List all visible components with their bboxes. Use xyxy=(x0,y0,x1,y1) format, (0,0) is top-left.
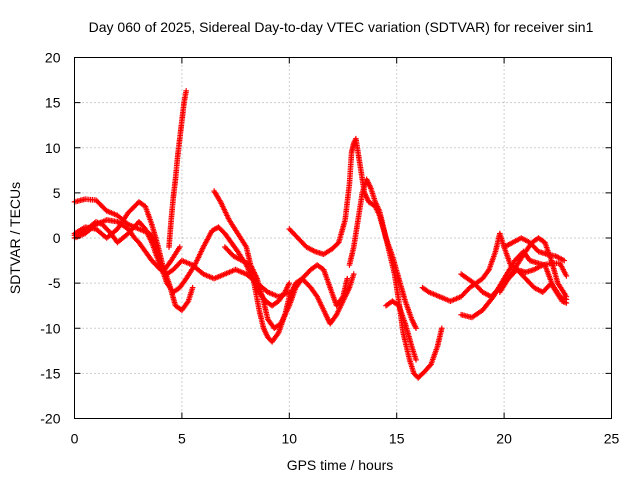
data-point xyxy=(176,244,183,250)
series-track-3 xyxy=(71,199,196,313)
series-track-15 xyxy=(501,235,568,264)
axis-ticks xyxy=(74,57,612,419)
y-tick-label: 5 xyxy=(53,185,61,201)
x-tick-label: 5 xyxy=(178,431,186,447)
x-tick-label: 15 xyxy=(389,431,405,447)
y-axis-label: SDTVAR / TECUs xyxy=(7,182,23,294)
data-point xyxy=(563,300,570,306)
data-point xyxy=(413,357,419,363)
y-tick-label: -5 xyxy=(48,275,61,291)
data-point xyxy=(189,284,196,291)
data-point xyxy=(183,88,189,94)
data-point xyxy=(561,257,568,264)
y-tick-label: -10 xyxy=(40,320,60,336)
data-point xyxy=(439,325,445,332)
data-marks xyxy=(71,88,570,381)
series-spike-5h xyxy=(166,88,189,250)
series-track-9 xyxy=(346,176,445,381)
data-point xyxy=(563,293,570,300)
data-point xyxy=(286,280,293,286)
data-point xyxy=(344,275,351,282)
x-tick-label: 0 xyxy=(71,431,79,447)
data-point xyxy=(413,325,419,332)
series-track-8 xyxy=(286,135,419,332)
data-point xyxy=(427,362,433,369)
y-tick-label: 10 xyxy=(45,140,61,156)
y-tick-label: -15 xyxy=(40,365,60,381)
y-tick-label: -20 xyxy=(40,411,60,427)
x-tick-labels: 0 5 10 15 20 25 xyxy=(71,431,620,447)
data-point xyxy=(350,271,357,277)
data-point xyxy=(563,273,570,279)
x-tick-label: 20 xyxy=(496,431,512,447)
x-axis-label: GPS time / hours xyxy=(287,457,394,473)
grid-lines xyxy=(74,57,612,419)
y-tick-label: 20 xyxy=(45,50,61,66)
y-tick-label: 15 xyxy=(45,95,61,111)
chart-title: Day 060 of 2025, Sidereal Day-to-day VTE… xyxy=(89,19,594,35)
series-track-6 xyxy=(211,188,357,345)
y-tick-label: 0 xyxy=(53,230,61,246)
x-tick-label: 10 xyxy=(282,431,298,447)
series-track-10 xyxy=(383,298,419,363)
y-tick-labels: 20 15 10 5 0 -5 -10 -15 -20 xyxy=(40,50,60,427)
x-tick-label: 25 xyxy=(604,431,620,447)
series-track-7 xyxy=(222,244,351,332)
